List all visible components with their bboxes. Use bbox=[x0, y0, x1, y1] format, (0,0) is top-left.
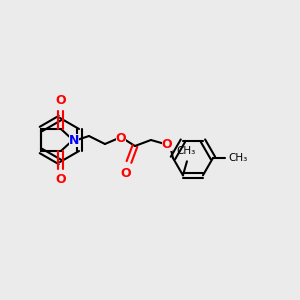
Text: O: O bbox=[162, 137, 172, 151]
Text: O: O bbox=[56, 94, 66, 107]
Text: O: O bbox=[121, 167, 131, 180]
Text: O: O bbox=[116, 131, 126, 145]
Text: O: O bbox=[56, 173, 66, 186]
Text: CH₃: CH₃ bbox=[228, 153, 247, 163]
Text: CH₃: CH₃ bbox=[176, 146, 196, 156]
Text: N: N bbox=[69, 134, 79, 146]
